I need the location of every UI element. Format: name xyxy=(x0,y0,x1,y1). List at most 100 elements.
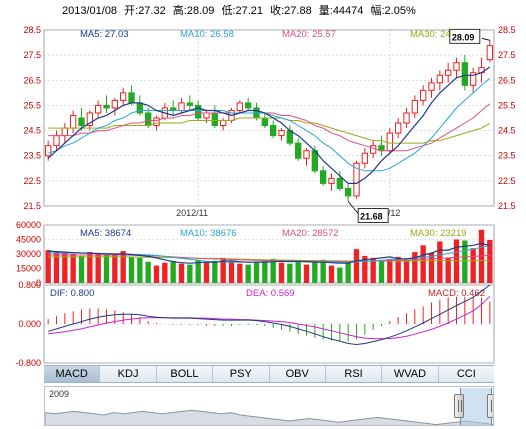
candle-body xyxy=(295,142,302,159)
candle-body xyxy=(395,122,402,134)
volume-bar xyxy=(270,258,276,283)
legend-entry: MA20: 25.57 xyxy=(282,29,336,40)
volume-bar xyxy=(145,261,151,283)
tab-cci[interactable]: CCI xyxy=(456,368,476,380)
candle-body xyxy=(420,89,427,101)
legend-entry: MA10: 26.58 xyxy=(180,29,234,40)
navigator-left-handle[interactable] xyxy=(454,394,464,418)
candle-body xyxy=(328,177,335,184)
volume-bar xyxy=(228,261,235,283)
legend-entry: MA20: 28572 xyxy=(282,228,339,239)
candle-body xyxy=(53,135,60,147)
y-tick-label: 26.5 xyxy=(23,75,41,85)
legend-entry: MACD: 0.462 xyxy=(428,288,485,299)
candle-body xyxy=(95,104,102,114)
volume-bar xyxy=(487,240,493,283)
volume-bar xyxy=(120,251,126,283)
volume-bar xyxy=(303,264,310,283)
tab-rsi[interactable]: RSI xyxy=(326,366,383,382)
candle-body xyxy=(70,114,77,129)
tab-wvad[interactable]: WVAD xyxy=(382,366,439,382)
volume-bar xyxy=(437,241,443,283)
legend-entry: MA5: 38674 xyxy=(80,228,131,239)
candle-body xyxy=(336,177,343,189)
y-tick-label-right: 25.5 xyxy=(498,100,516,110)
volume-bar xyxy=(445,257,451,283)
candle-body xyxy=(120,92,127,101)
volume-bar xyxy=(387,258,393,283)
volume-bar xyxy=(237,263,243,283)
legend-entry: MA5: 27.03 xyxy=(80,29,129,40)
ma20-line xyxy=(48,103,491,152)
legend-entry: DEA: 0.569 xyxy=(246,288,295,299)
candle-body xyxy=(461,62,468,86)
volume-bar xyxy=(103,254,110,283)
candle-body xyxy=(128,92,135,104)
time-navigator[interactable]: 2009 xyxy=(44,386,494,426)
volume-bar xyxy=(320,259,326,283)
candle-body xyxy=(195,104,202,119)
candle-body xyxy=(320,170,327,184)
x-tick-label: 2012/11 xyxy=(176,208,208,218)
legend-entry: MA30: 24.79 xyxy=(410,29,464,40)
y-tick-label: -0.800 xyxy=(15,358,41,368)
header-info: 2013/01/08 开:27.32 高:28.09 低:27.21 收:27.… xyxy=(62,3,416,17)
candle-body xyxy=(303,150,310,159)
tab-obv[interactable]: OBV xyxy=(270,366,326,382)
y-tick-label: 23.5 xyxy=(23,151,41,161)
candle-body xyxy=(261,117,268,127)
low-callout-box xyxy=(357,208,389,223)
navigator-right-handle[interactable] xyxy=(487,394,493,418)
volume-bar xyxy=(178,263,185,283)
volume-bar xyxy=(170,260,176,283)
volume-bar xyxy=(403,259,410,283)
volume-bar xyxy=(153,265,160,283)
y-tick-label: 24.5 xyxy=(23,126,41,136)
candle-body xyxy=(453,62,460,71)
candle-body xyxy=(403,112,410,124)
navigator-selection-window[interactable] xyxy=(460,388,492,425)
volume-bar xyxy=(362,255,368,283)
candle-body xyxy=(353,162,360,197)
candle-body xyxy=(61,127,69,137)
y-tick-label: 21.5 xyxy=(23,201,41,211)
y-tick-label: 15000 xyxy=(16,264,41,274)
tab-psy[interactable]: PSY xyxy=(213,366,270,382)
low-callout-label: 21.68 xyxy=(360,211,383,221)
volume-bar xyxy=(253,261,260,283)
y-tick-label: 25.5 xyxy=(23,100,41,110)
tab-macd[interactable]: MACD xyxy=(44,366,101,382)
candle-body xyxy=(45,145,52,157)
y-tick-label-right: 21.5 xyxy=(498,201,516,211)
candle-body xyxy=(428,82,435,91)
candle-body xyxy=(436,74,443,84)
candle-body xyxy=(270,125,277,137)
legend-entry: MA10: 38676 xyxy=(180,228,237,239)
volume-bar xyxy=(53,251,60,283)
candle-body xyxy=(361,152,368,164)
tab-boll[interactable]: BOLL xyxy=(157,366,214,382)
volume-bar xyxy=(287,263,293,283)
tab-kdj[interactable]: KDJ xyxy=(100,366,157,382)
candle-body xyxy=(78,117,85,127)
volume-bar xyxy=(262,259,268,283)
vol-ma5-line xyxy=(48,242,490,264)
volume-bar xyxy=(353,249,360,283)
y-tick-label: 0.000 xyxy=(18,319,41,329)
volume-bar xyxy=(478,229,485,283)
volume-bar xyxy=(137,257,143,283)
volume-bar xyxy=(470,248,476,283)
volume-bar xyxy=(295,260,301,283)
volume-bar xyxy=(187,264,193,283)
volume-bar xyxy=(45,250,51,283)
navigator-year-label: 2009 xyxy=(49,389,70,399)
legend-entry: DIF: 0.800 xyxy=(50,288,94,299)
y-tick-label: 0 xyxy=(36,278,41,288)
candle-body xyxy=(470,72,477,86)
candle-body xyxy=(211,112,219,127)
volume-bar xyxy=(78,255,85,283)
y-tick-label: 60000 xyxy=(16,220,41,230)
candle-body xyxy=(411,99,418,114)
y-tick-label: 22.5 xyxy=(23,176,41,186)
y-tick-label-right: 23.5 xyxy=(498,151,516,161)
